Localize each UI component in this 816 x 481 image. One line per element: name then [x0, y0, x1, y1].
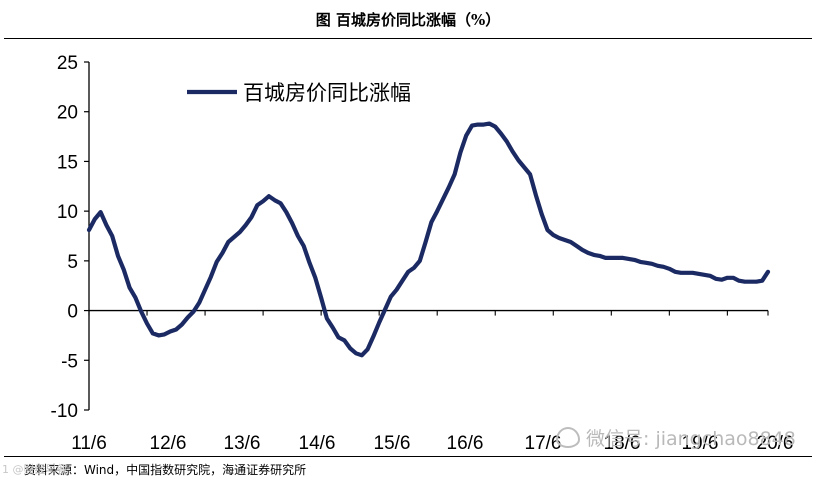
y-tick-label: -5	[61, 351, 78, 372]
y-tick-label: 10	[57, 202, 78, 223]
legend: 百城房价同比涨幅	[187, 81, 411, 105]
y-tick-label: 0	[67, 302, 78, 323]
series-layer	[86, 121, 771, 358]
legend-label: 百城房价同比涨幅	[243, 81, 411, 105]
y-tick-label: 25	[57, 53, 78, 74]
x-tick-label: 19/6	[682, 433, 719, 454]
x-tick-label: 12/6	[150, 433, 187, 454]
series-line	[86, 121, 771, 358]
x-tick-label: 20/6	[757, 433, 794, 454]
top-rule	[4, 38, 812, 39]
source-note: 资料来源：Wind，中国指数研究院，海通证券研究所	[24, 463, 307, 477]
x-axis: 11/6 12/6 13/6 14/6 15/6 16/6 17/6 18/6 19/6 20/6	[71, 309, 794, 454]
bottom-rule	[4, 456, 812, 457]
chart-title: 图 百城房价同比涨幅（%）	[315, 10, 501, 29]
x-tick-label: 15/6	[374, 433, 411, 454]
x-tick-label: 17/6	[525, 433, 562, 454]
wechat-icon	[556, 427, 580, 448]
y-tick-label: 20	[57, 103, 78, 124]
y-axis: 25 20 15 10 5 0 -5 -10	[51, 53, 90, 422]
y-tick-label: -10	[51, 401, 78, 422]
corner-watermark: 1 @财经早餐	[2, 463, 68, 476]
watermark-text: 微信号: jiangchao8848	[586, 428, 796, 450]
x-tick-label: 18/6	[604, 433, 641, 454]
x-tick-label: 11/6	[71, 433, 107, 454]
line-chart: 25 20 15 10 5 0 -5 -10 11/6 12/6 13/6 14/6 15/6 16/6…	[51, 53, 794, 454]
x-tick-label: 14/6	[299, 433, 336, 454]
chart-title-bar: 图 百城房价同比涨幅（%）	[0, 0, 816, 38]
x-tick-label: 16/6	[447, 433, 484, 454]
x-tick-label: 13/6	[224, 433, 261, 454]
y-tick-label: 5	[67, 252, 78, 273]
watermark: 微信号: jiangchao8848	[556, 424, 796, 451]
y-tick-label: 15	[57, 152, 78, 173]
